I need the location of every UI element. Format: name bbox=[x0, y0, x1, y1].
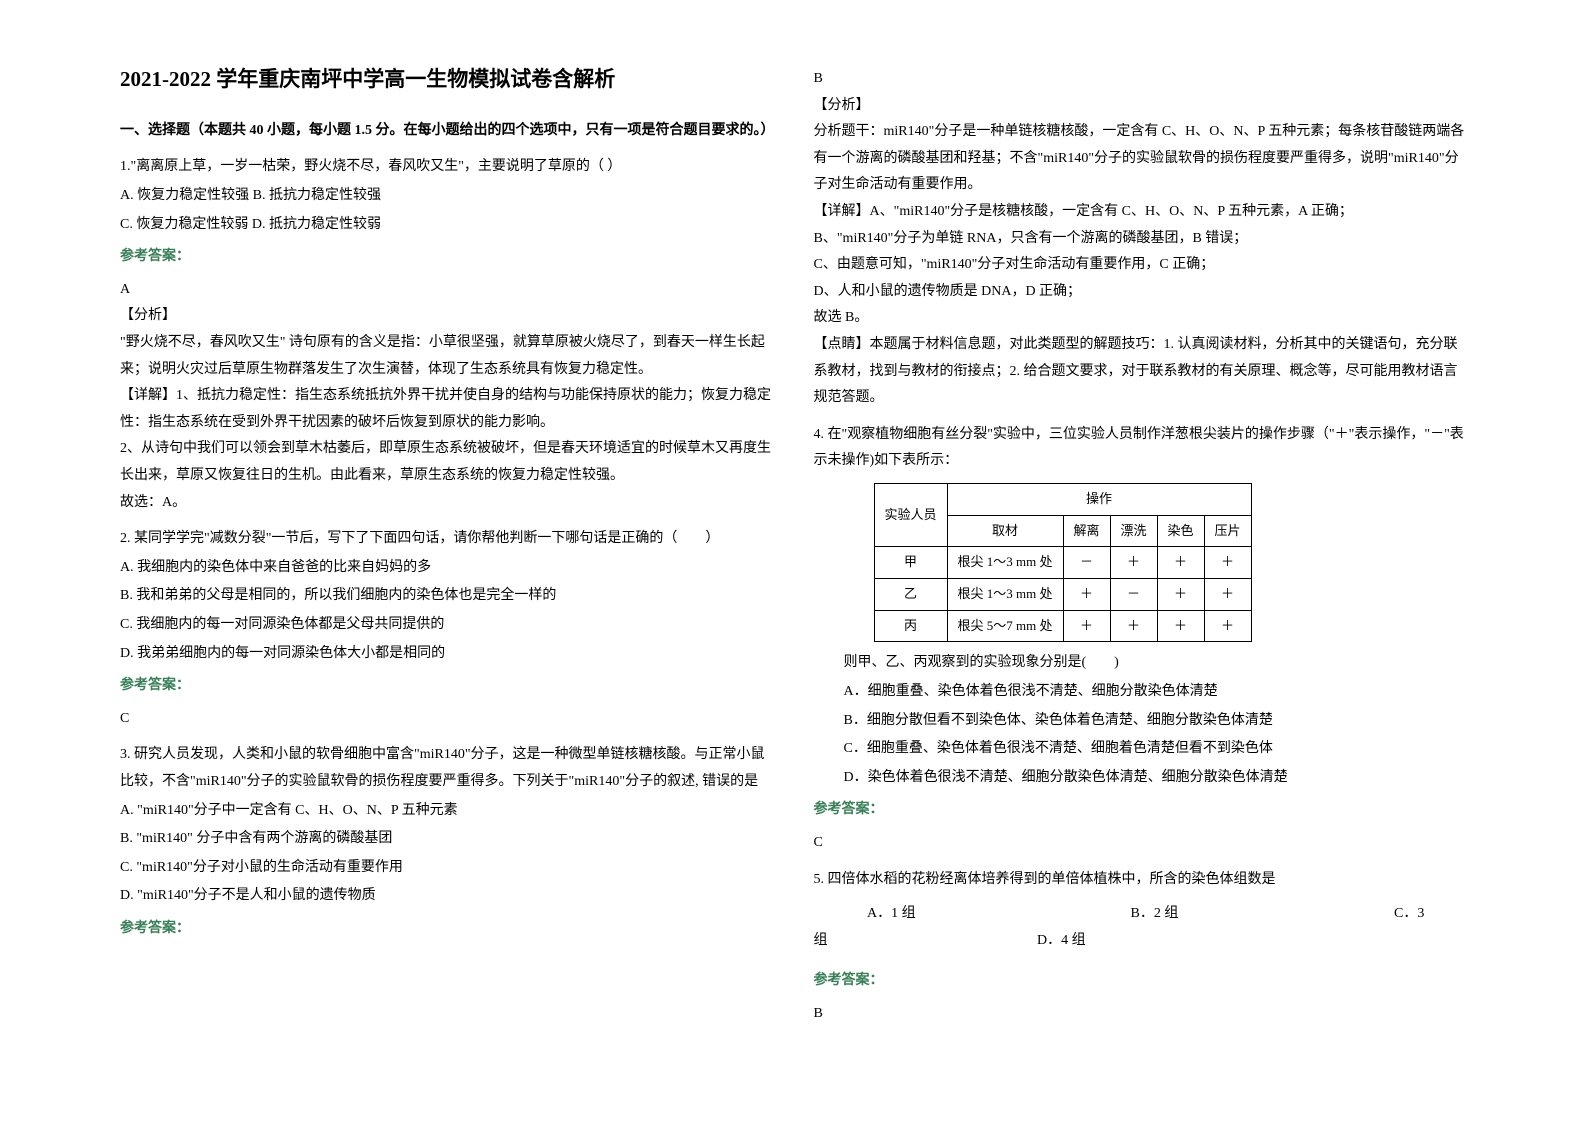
q1-optA: A. 恢复力稳定性较强 bbox=[120, 188, 249, 203]
q5-optD: D．4 组 bbox=[1037, 928, 1086, 955]
r2-material: 根尖 1～3 mm 处 bbox=[947, 578, 1063, 610]
q2-stem: 2. 某同学学完"减数分裂"一节后，写下了下面四句话，请你帮他判断一下哪句话是正… bbox=[120, 526, 774, 553]
th-yp: 压片 bbox=[1204, 515, 1251, 547]
q2-optD: D. 我弟弟细胞内的每一对同源染色体大小都是相同的 bbox=[120, 641, 774, 668]
q3-detail-p5: 故选 B。 bbox=[814, 305, 1468, 332]
q5-line1: A．1 组 B．2 组 C．3 bbox=[814, 901, 1468, 928]
q4-stem: 4. 在"观察植物细胞有丝分裂"实验中，三位实验人员制作洋葱根尖装片的操作步骤（… bbox=[814, 422, 1468, 475]
q3-detail-p4: D、人和小鼠的遗传物质是 DNA，D 正确； bbox=[814, 279, 1468, 306]
q5-optC: C．3 bbox=[1394, 901, 1424, 928]
r1-material: 根尖 1～3 mm 处 bbox=[947, 547, 1063, 579]
q1-detail-p1: 【详解】1、抵抗力稳定性：指生态系统抵抗外界干扰并使自身的结构与功能保持原状的能… bbox=[120, 383, 774, 436]
q3-point-p1: 【点睛】本题属于材料信息题，对此类题型的解题技巧：1. 认真阅读材料，分析其中的… bbox=[814, 332, 1468, 412]
q2-answer-label: 参考答案： bbox=[120, 673, 774, 700]
r1-v4: ＋ bbox=[1204, 547, 1251, 579]
th-person: 实验人员 bbox=[874, 483, 947, 546]
r2-person: 乙 bbox=[874, 578, 947, 610]
th-operation: 操作 bbox=[947, 483, 1251, 515]
q2-optC: C. 我细胞内的每一对同源染色体都是父母共同提供的 bbox=[120, 612, 774, 639]
q1-opt-row1: A. 恢复力稳定性较强 B. 抵抗力稳定性较强 bbox=[120, 183, 774, 210]
q5-stem: 5. 四倍体水稻的花粉经离体培养得到的单倍体植株中，所含的染色体组数是 bbox=[814, 867, 1468, 894]
r2-v4: ＋ bbox=[1204, 578, 1251, 610]
q1-detail-p2: 2、从诗句中我们可以领会到草木枯萎后，即草原生态系统被破坏，但是春天环境适宜的时… bbox=[120, 436, 774, 489]
q3-optD: D. "miR140"分子不是人和小鼠的遗传物质 bbox=[120, 883, 774, 910]
th-jl: 解离 bbox=[1063, 515, 1110, 547]
q3-detail-p3: C、由题意可知，"miR140"分子对生命活动有重要作用，C 正确； bbox=[814, 252, 1468, 279]
q3-answer: B bbox=[814, 66, 1468, 93]
q1-analysis-p1: "野火烧不尽，春风吹又生" 诗句原有的含义是指：小草很坚强，就算草原被火烧尽了，… bbox=[120, 330, 774, 383]
q1-optC: C. 恢复力稳定性较弱 bbox=[120, 217, 248, 232]
q5-optC2: 组 bbox=[814, 928, 1034, 955]
q4-answer: C bbox=[814, 830, 1468, 857]
q4-optD: D．染色体着色很浅不清楚、细胞分散染色体清楚、细胞分散染色体清楚 bbox=[844, 765, 1468, 792]
r1-v1: － bbox=[1063, 547, 1110, 579]
q3-stem: 3. 研究人员发现，人类和小鼠的软骨细胞中富含"miR140"分子，这是一种微型… bbox=[120, 742, 774, 795]
q2-optB: B. 我和弟弟的父母是相同的，所以我们细胞内的染色体也是完全一样的 bbox=[120, 583, 774, 610]
q5-optB: B．2 组 bbox=[1131, 901, 1391, 928]
r3-material: 根尖 5～7 mm 处 bbox=[947, 610, 1063, 642]
th-material: 取材 bbox=[947, 515, 1063, 547]
r1-v2: ＋ bbox=[1110, 547, 1157, 579]
section-header: 一、选择题（本题共 40 小题，每小题 1.5 分。在每小题给出的四个选项中，只… bbox=[120, 118, 774, 145]
q4-optC: C．细胞重叠、染色体着色很浅不清楚、细胞着色清楚但看不到染色体 bbox=[844, 736, 1468, 763]
q5-answer-label: 参考答案： bbox=[814, 968, 1468, 995]
q1-detail-p3: 故选：A。 bbox=[120, 490, 774, 517]
th-rs: 染色 bbox=[1157, 515, 1204, 547]
q4-answer-label: 参考答案： bbox=[814, 797, 1468, 824]
r3-v4: ＋ bbox=[1204, 610, 1251, 642]
q2-optA: A. 我细胞内的染色体中来自爸爸的比来自妈妈的多 bbox=[120, 555, 774, 582]
r2-v1: ＋ bbox=[1063, 578, 1110, 610]
q1-optB: B. 抵抗力稳定性较强 bbox=[253, 188, 381, 203]
q4-optB: B．细胞分散但看不到染色体、染色体着色清楚、细胞分散染色体清楚 bbox=[844, 708, 1468, 735]
q3-optB: B. "miR140" 分子中含有两个游离的磷酸基团 bbox=[120, 826, 774, 853]
table-row: 丙 根尖 5～7 mm 处 ＋ ＋ ＋ ＋ bbox=[874, 610, 1251, 642]
r2-v2: － bbox=[1110, 578, 1157, 610]
q1-answer: A bbox=[120, 277, 774, 304]
q4-table: 实验人员 操作 取材 解离 漂洗 染色 压片 甲 根尖 1～3 mm 处 － ＋… bbox=[874, 483, 1252, 642]
q3-analysis-label: 【分析】 bbox=[814, 93, 1468, 120]
table-row: 乙 根尖 1～3 mm 处 ＋ － ＋ ＋ bbox=[874, 578, 1251, 610]
r2-v3: ＋ bbox=[1157, 578, 1204, 610]
r1-person: 甲 bbox=[874, 547, 947, 579]
page-title: 2021-2022 学年重庆南坪中学高一生物模拟试卷含解析 bbox=[120, 60, 774, 100]
q4-post: 则甲、乙、丙观察到的实验现象分别是( ) bbox=[844, 650, 1468, 677]
q1-optD: D. 抵抗力稳定性较弱 bbox=[252, 217, 381, 232]
q1-analysis-label: 【分析】 bbox=[120, 303, 774, 330]
q3-analysis-p1: 分析题干：miR140"分子是一种单链核糖核酸，一定含有 C、H、O、N、P 五… bbox=[814, 119, 1468, 199]
q1-stem: 1."离离原上草，一岁一枯荣，野火烧不尽，春风吹又生"，主要说明了草原的（ ） bbox=[120, 154, 774, 181]
th-px: 漂洗 bbox=[1110, 515, 1157, 547]
q2-answer: C bbox=[120, 706, 774, 733]
r3-v3: ＋ bbox=[1157, 610, 1204, 642]
q3-detail-p2: B、"miR140"分子为单链 RNA，只含有一个游离的磷酸基团，B 错误； bbox=[814, 226, 1468, 253]
q5-answer: B bbox=[814, 1001, 1468, 1028]
q3-optA: A. "miR140"分子中一定含有 C、H、O、N、P 五种元素 bbox=[120, 798, 774, 825]
q5-line2: 组 D．4 组 bbox=[814, 928, 1468, 955]
q1-answer-label: 参考答案： bbox=[120, 244, 774, 271]
q4-optA: A．细胞重叠、染色体着色很浅不清楚、细胞分散染色体清楚 bbox=[844, 679, 1468, 706]
q1-opt-row2: C. 恢复力稳定性较弱 D. 抵抗力稳定性较弱 bbox=[120, 212, 774, 239]
q3-detail-p1: 【详解】A、"miR140"分子是核糖核酸，一定含有 C、H、O、N、P 五种元… bbox=[814, 199, 1468, 226]
q3-answer-label: 参考答案： bbox=[120, 916, 774, 943]
r3-person: 丙 bbox=[874, 610, 947, 642]
q3-optC: C. "miR140"分子对小鼠的生命活动有重要作用 bbox=[120, 855, 774, 882]
r3-v1: ＋ bbox=[1063, 610, 1110, 642]
r3-v2: ＋ bbox=[1110, 610, 1157, 642]
q5-optA: A．1 组 bbox=[867, 901, 1127, 928]
r1-v3: ＋ bbox=[1157, 547, 1204, 579]
q5-options-block: A．1 组 B．2 组 C．3 组 D．4 组 bbox=[814, 901, 1468, 954]
table-row: 甲 根尖 1～3 mm 处 － ＋ ＋ ＋ bbox=[874, 547, 1251, 579]
